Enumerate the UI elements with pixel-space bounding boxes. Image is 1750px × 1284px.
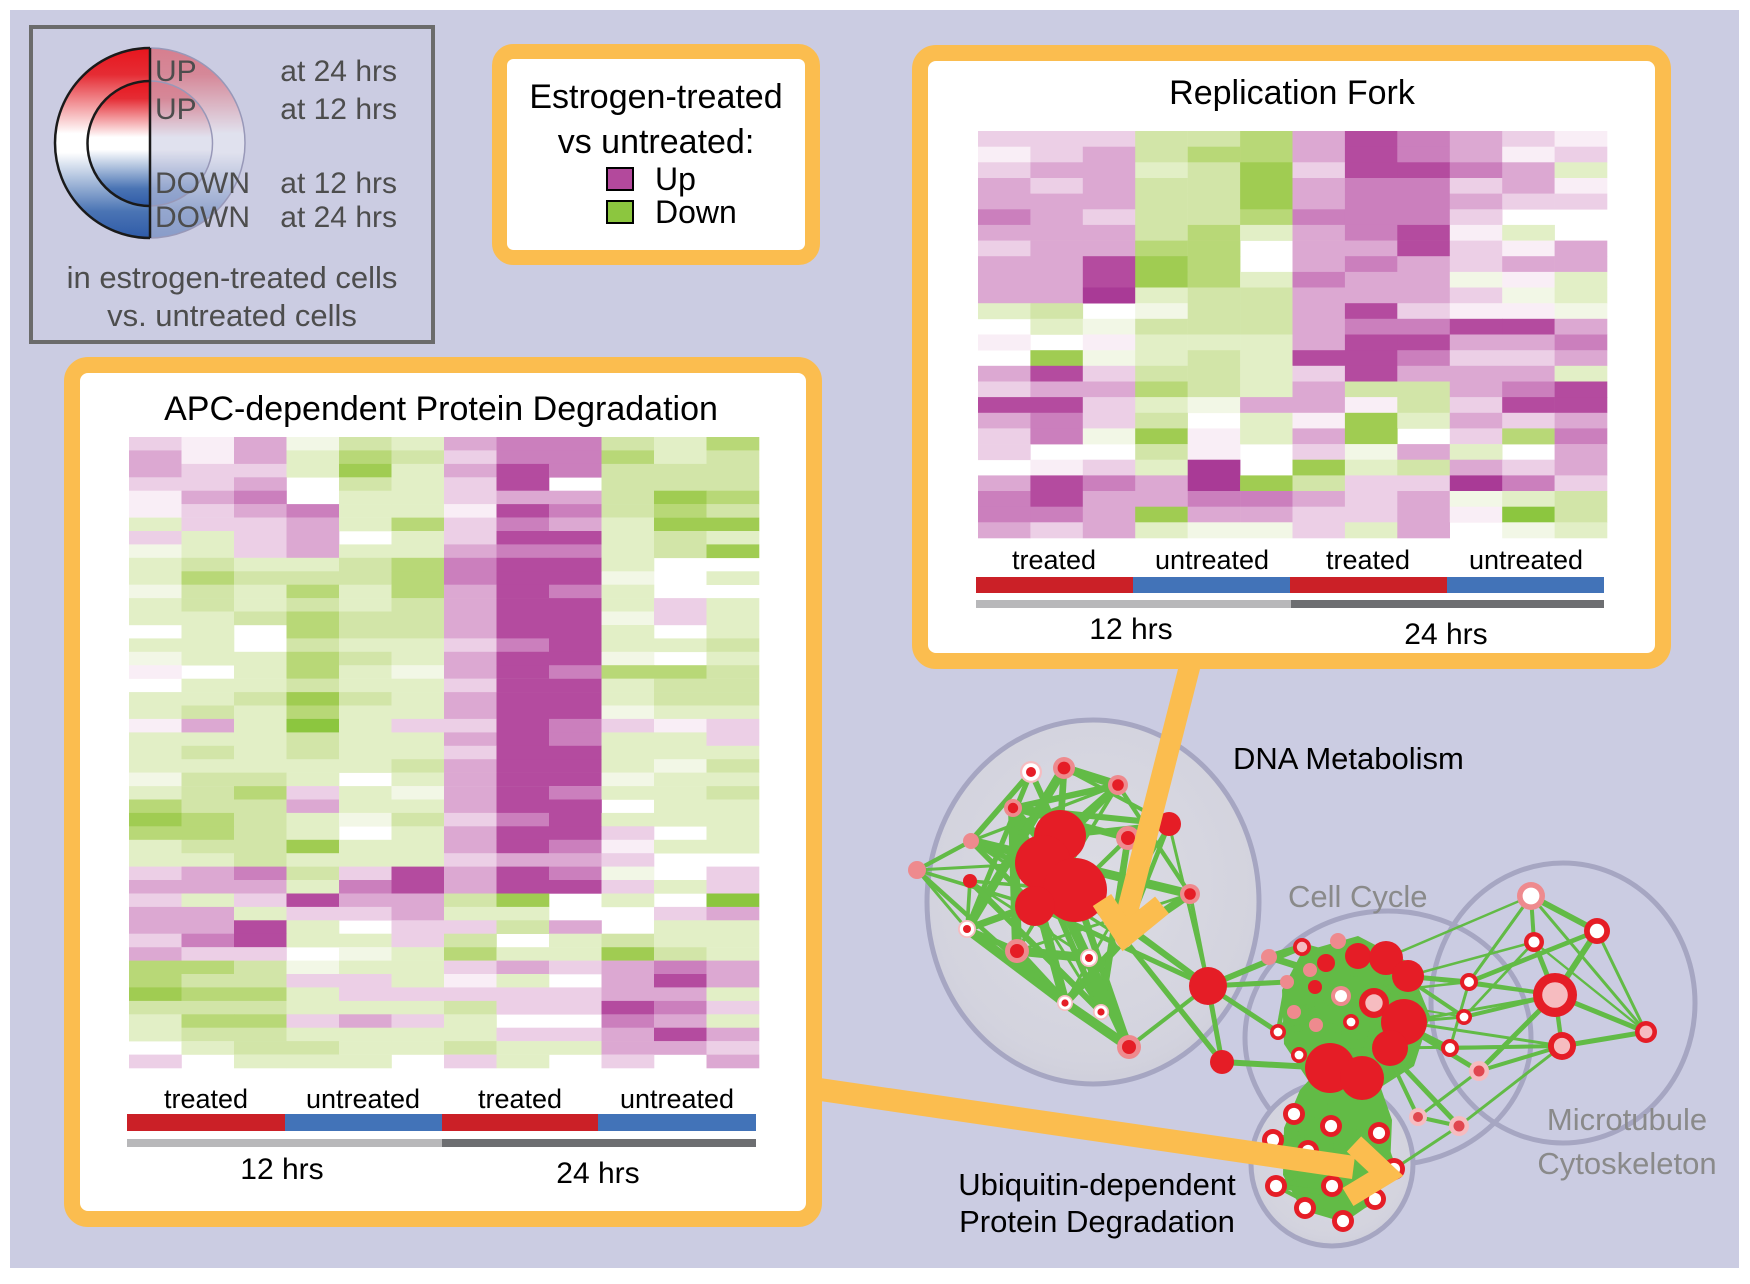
svg-text:treated: treated bbox=[1012, 545, 1096, 575]
svg-text:untreated: untreated bbox=[1155, 545, 1269, 575]
svg-text:Cell Cycle: Cell Cycle bbox=[1288, 879, 1428, 914]
svg-text:vs. untreated cells: vs. untreated cells bbox=[107, 298, 357, 333]
svg-text:Replication Fork: Replication Fork bbox=[1169, 74, 1416, 112]
svg-text:Ubiquitin-dependent: Ubiquitin-dependent bbox=[958, 1167, 1236, 1202]
svg-text:Protein Degradation: Protein Degradation bbox=[959, 1204, 1235, 1239]
svg-text:DOWN: DOWN bbox=[155, 167, 250, 200]
svg-text:24 hrs: 24 hrs bbox=[1404, 618, 1487, 651]
svg-text:Estrogen-treated: Estrogen-treated bbox=[529, 78, 782, 116]
svg-text:untreated: untreated bbox=[306, 1084, 420, 1114]
svg-text:Up: Up bbox=[655, 161, 696, 197]
svg-text:treated: treated bbox=[478, 1084, 562, 1114]
svg-text:at 12 hrs: at 12 hrs bbox=[280, 93, 397, 126]
svg-text:untreated: untreated bbox=[620, 1084, 734, 1114]
svg-text:24 hrs: 24 hrs bbox=[556, 1157, 639, 1190]
svg-text:DOWN: DOWN bbox=[155, 201, 250, 234]
svg-text:Microtubule: Microtubule bbox=[1547, 1102, 1707, 1137]
svg-text:vs untreated:: vs untreated: bbox=[558, 123, 755, 161]
svg-text:treated: treated bbox=[164, 1084, 248, 1114]
svg-text:UP: UP bbox=[155, 55, 197, 88]
svg-text:in estrogen-treated cells: in estrogen-treated cells bbox=[67, 260, 398, 295]
svg-text:12 hrs: 12 hrs bbox=[1089, 613, 1172, 646]
svg-text:treated: treated bbox=[1326, 545, 1410, 575]
svg-text:APC-dependent Protein Degradat: APC-dependent Protein Degradation bbox=[164, 390, 718, 428]
svg-text:Down: Down bbox=[655, 194, 737, 230]
svg-text:at 24 hrs: at 24 hrs bbox=[280, 201, 397, 234]
svg-text:DNA Metabolism: DNA Metabolism bbox=[1233, 741, 1464, 776]
svg-text:Cytoskeleton: Cytoskeleton bbox=[1537, 1146, 1716, 1181]
svg-text:untreated: untreated bbox=[1469, 545, 1583, 575]
svg-text:UP: UP bbox=[155, 93, 197, 126]
svg-text:12 hrs: 12 hrs bbox=[240, 1153, 323, 1186]
svg-text:at 12 hrs: at 12 hrs bbox=[280, 167, 397, 200]
svg-text:at 24 hrs: at 24 hrs bbox=[280, 55, 397, 88]
